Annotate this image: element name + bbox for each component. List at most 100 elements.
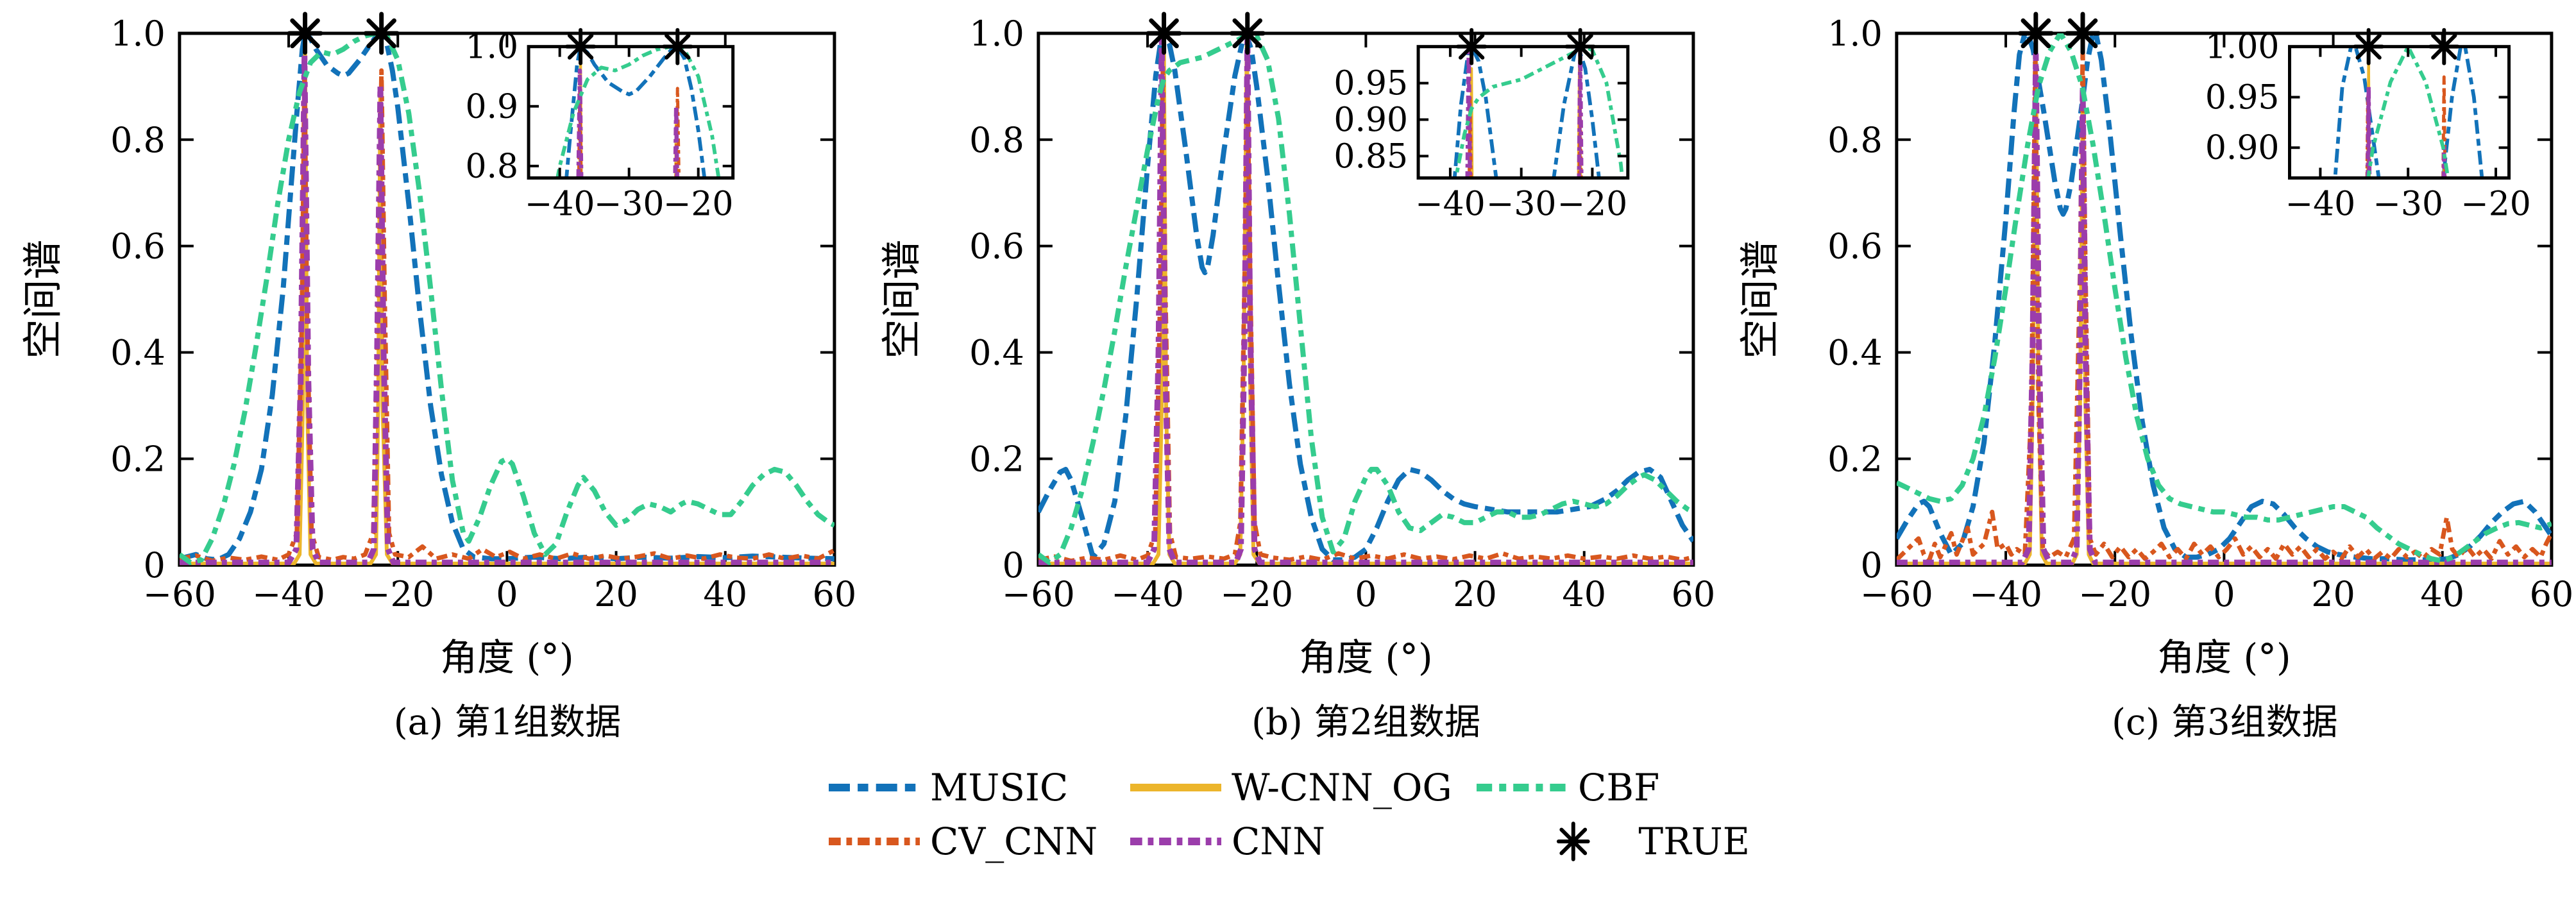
legend-row-1: MUSIC W-CNN_OG CBF [826, 765, 1750, 810]
svg-text:0: 0 [1861, 545, 1883, 586]
panel-a: −60 −40 −20 0 20 40 60 0 0.2 0.4 0.6 0.8 1.0 空间谱 角度 (°… [0, 0, 859, 763]
legend-label-TRUE: TRUE [1638, 820, 1750, 863]
true-star-icon [287, 12, 323, 55]
series-CNN [1038, 33, 1693, 566]
svg-text:40: 40 [703, 574, 747, 614]
svg-text:0.6: 0.6 [110, 226, 165, 267]
legend-line-swatch-icon [829, 838, 920, 845]
svg-text:1.00: 1.00 [2205, 28, 2280, 67]
svg-text:0: 0 [144, 545, 165, 586]
svg-text:0.2: 0.2 [110, 439, 165, 479]
svg-text:角度 (°): 角度 (°) [440, 636, 573, 679]
svg-text:−40: −40 [1111, 574, 1184, 614]
true-star-icon [2428, 28, 2460, 65]
true-star-icon [2353, 28, 2385, 65]
svg-text:−40: −40 [1969, 574, 2042, 614]
svg-text:角度 (°): 角度 (°) [2157, 636, 2291, 679]
svg-text:0.2: 0.2 [1827, 439, 1883, 479]
svg-text:−40: −40 [525, 185, 595, 223]
svg-text:−20: −20 [2461, 185, 2532, 223]
legend: MUSIC W-CNN_OG CBF CV_CNN CNN TRUE [0, 765, 2576, 864]
svg-text:空间谱: 空间谱 [879, 240, 925, 359]
true-star-icon [1556, 822, 1590, 861]
svg-text:0.9: 0.9 [465, 88, 518, 126]
series-CNN [1897, 51, 2552, 566]
caption-a: (a) 第1组数据 [393, 702, 622, 743]
svg-text:−20: −20 [361, 574, 434, 614]
svg-text:角度 (°): 角度 (°) [1299, 636, 1432, 679]
svg-text:−60: −60 [1002, 574, 1075, 614]
panel-b: −60 −40 −20 0 20 40 60 0 0.2 0.4 0.6 0.8 1.0 空间谱 角度 (°… [859, 0, 1718, 763]
svg-text:−20: −20 [663, 185, 734, 223]
true-star-icon [1455, 28, 1487, 65]
svg-text:−30: −30 [594, 185, 665, 223]
svg-text:0.90: 0.90 [2205, 129, 2280, 167]
series-W-CNN_OG [179, 39, 835, 566]
svg-text:1.0: 1.0 [969, 13, 1024, 54]
svg-text:0: 0 [496, 574, 518, 614]
series-CBF [179, 33, 835, 566]
svg-text:0.2: 0.2 [969, 439, 1024, 479]
true-star-icon [2065, 12, 2101, 55]
inset: −40 −30 −20 0.950.900.85 [1334, 28, 1629, 223]
svg-text:0.8: 0.8 [110, 120, 165, 160]
series-W-CNN_OG [1038, 33, 1693, 566]
legend-line-swatch-icon [1130, 838, 1221, 845]
inset: −40 −30 −20 1.00 0.95 0.90 [2205, 28, 2532, 224]
legend-row-2: CV_CNN CNN TRUE [826, 819, 1750, 864]
series-CV_CNN [179, 68, 835, 564]
legend-line-swatch-icon [829, 784, 920, 791]
svg-text:0: 0 [2214, 574, 2235, 614]
true-star-icon [1229, 12, 1266, 55]
svg-text:−20: −20 [2079, 574, 2152, 614]
series-CV_CNN [1897, 47, 2552, 562]
legend-label-W-CNN_OG: W-CNN_OG [1232, 766, 1452, 809]
svg-text:40: 40 [1562, 574, 1606, 614]
svg-text:0.4: 0.4 [110, 332, 165, 373]
legend-item-W-CNN_OG: W-CNN_OG [1128, 765, 1474, 810]
true-star-icon [1556, 822, 1590, 861]
legend-label-CBF: CBF [1578, 766, 1660, 809]
inset: −40−30−20 1.0 0.9 0.8 [465, 28, 735, 223]
series-CBF [1453, 46, 1624, 178]
series-CBF [555, 46, 721, 178]
svg-text:20: 20 [1453, 574, 1497, 614]
svg-text:60: 60 [1671, 574, 1715, 614]
svg-text:−30: −30 [1486, 185, 1557, 223]
true-star-icon [661, 28, 693, 65]
svg-text:20: 20 [594, 574, 638, 614]
svg-text:−40: −40 [252, 574, 325, 614]
caption-b: (b) 第2组数据 [1251, 702, 1481, 743]
legend-label-CV_CNN: CV_CNN [930, 820, 1098, 863]
svg-text:0.6: 0.6 [1827, 226, 1883, 267]
svg-text:−30: −30 [2373, 185, 2444, 223]
svg-text:0.90: 0.90 [1334, 101, 1408, 139]
svg-text:20: 20 [2312, 574, 2356, 614]
svg-text:0.4: 0.4 [1827, 332, 1883, 373]
svg-text:−60: −60 [143, 574, 216, 614]
svg-text:−20: −20 [1220, 574, 1293, 614]
svg-text:−20: −20 [1557, 185, 1627, 223]
svg-text:0.6: 0.6 [969, 226, 1024, 267]
true-star-icon [2018, 12, 2055, 55]
svg-text:0.4: 0.4 [969, 332, 1024, 373]
svg-text:60: 60 [2530, 574, 2574, 614]
series-MUSIC [1038, 33, 1693, 562]
svg-text:0.8: 0.8 [465, 148, 518, 186]
svg-text:−40: −40 [2285, 185, 2356, 223]
legend-item-TRUE: TRUE [1474, 819, 1750, 864]
svg-text:0.8: 0.8 [1827, 120, 1883, 160]
svg-text:−40: −40 [1415, 185, 1486, 223]
legend-item-CV_CNN: CV_CNN [826, 819, 1128, 864]
svg-text:空间谱: 空间谱 [20, 240, 66, 359]
svg-text:40: 40 [2421, 574, 2465, 614]
true-star-icon [564, 28, 597, 65]
svg-text:空间谱: 空间谱 [1737, 240, 1783, 359]
series-CBF [1038, 33, 1693, 566]
caption-c: (c) 第3组数据 [2112, 702, 2338, 743]
